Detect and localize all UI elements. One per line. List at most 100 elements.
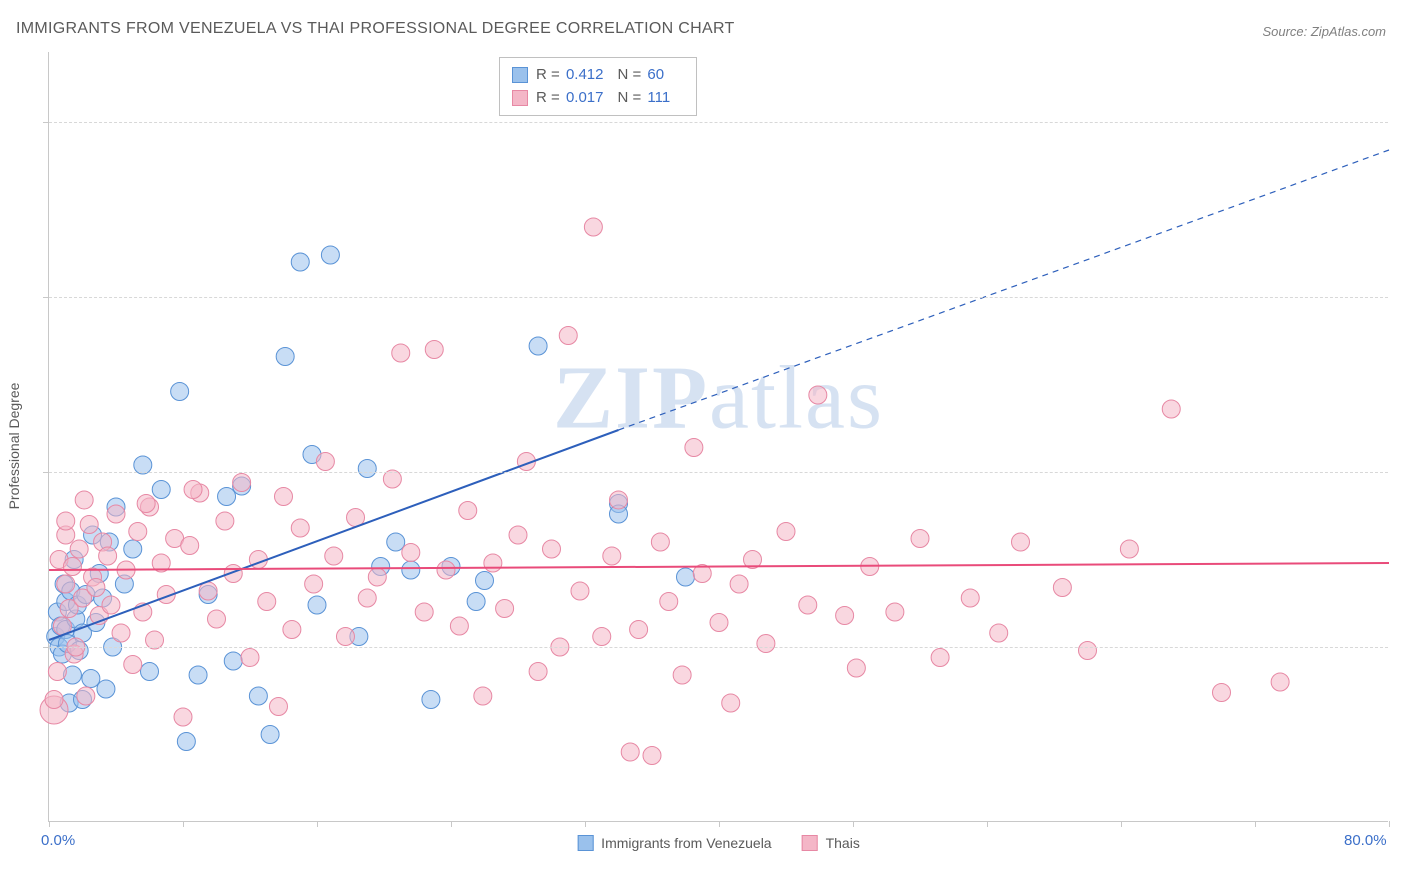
scatter-point (387, 533, 405, 551)
legend-label: Thais (826, 835, 860, 851)
y-tick-label: 10.0% (1393, 464, 1406, 481)
scatter-point (269, 698, 287, 716)
scatter-point (571, 582, 589, 600)
scatter-point (174, 708, 192, 726)
scatter-point (358, 460, 376, 478)
scatter-point (1162, 400, 1180, 418)
scatter-point (129, 523, 147, 541)
scatter-point (603, 547, 621, 565)
scatter-point (529, 663, 547, 681)
grid-line (49, 297, 1388, 298)
scatter-point (584, 218, 602, 236)
scatter-point (321, 246, 339, 264)
scatter-point (1271, 673, 1289, 691)
scatter-point (710, 614, 728, 632)
scatter-point (275, 488, 293, 506)
scatter-point (476, 572, 494, 590)
scatter-point (757, 635, 775, 653)
scatter-point (1053, 579, 1071, 597)
scatter-point (422, 691, 440, 709)
scatter-point (171, 383, 189, 401)
scatter-point (484, 554, 502, 572)
scatter-point (291, 253, 309, 271)
scatter-point (358, 589, 376, 607)
scatter-point (305, 575, 323, 593)
scatter-point (80, 516, 98, 534)
scatter-point (75, 491, 93, 509)
y-tick-label: 5.0% (1393, 639, 1406, 656)
scatter-point (836, 607, 854, 625)
scatter-point (283, 621, 301, 639)
stats-legend-box: R = 0.412N = 60R = 0.017N = 111 (499, 57, 697, 116)
scatter-point (777, 523, 795, 541)
scatter-point (847, 659, 865, 677)
scatter-point (1213, 684, 1231, 702)
scatter-point (437, 561, 455, 579)
scatter-svg (49, 52, 1388, 821)
scatter-point (276, 348, 294, 366)
scatter-point (57, 575, 75, 593)
scatter-point (77, 687, 95, 705)
scatter-point (450, 617, 468, 635)
scatter-point (467, 593, 485, 611)
y-tick-label: 20.0% (1393, 114, 1406, 131)
scatter-point (99, 547, 117, 565)
series-swatch (512, 90, 528, 106)
scatter-point (722, 694, 740, 712)
legend-swatch (802, 835, 818, 851)
scatter-point (336, 628, 354, 646)
chart-title: IMMIGRANTS FROM VENEZUELA VS THAI PROFES… (16, 20, 735, 38)
scatter-point (82, 670, 100, 688)
scatter-point (474, 687, 492, 705)
source-attribution: Source: ZipAtlas.com (1262, 24, 1386, 39)
scatter-point (152, 481, 170, 499)
legend-swatch (577, 835, 593, 851)
scatter-point (184, 481, 202, 499)
scatter-point (529, 337, 547, 355)
scatter-point (70, 540, 88, 558)
scatter-point (685, 439, 703, 457)
scatter-point (63, 558, 81, 576)
scatter-point (630, 621, 648, 639)
scatter-point (102, 596, 120, 614)
y-axis-title: Professional Degree (6, 383, 22, 510)
scatter-point (886, 603, 904, 621)
scatter-point (799, 596, 817, 614)
scatter-point (559, 327, 577, 345)
scatter-point (643, 747, 661, 765)
scatter-point (291, 519, 309, 537)
scatter-point (415, 603, 433, 621)
x-tick-label: 80.0% (1344, 832, 1387, 849)
scatter-point (233, 474, 251, 492)
scatter-point (425, 341, 443, 359)
scatter-point (621, 743, 639, 761)
series-legend: Immigrants from Venezuela Thais (577, 835, 860, 851)
scatter-point (249, 687, 267, 705)
legend-item: Immigrants from Venezuela (577, 835, 771, 851)
scatter-point (57, 512, 75, 530)
scatter-point (990, 624, 1008, 642)
scatter-point (208, 610, 226, 628)
scatter-point (610, 491, 628, 509)
scatter-point (45, 691, 63, 709)
legend-item: Thais (802, 835, 860, 851)
scatter-point (48, 663, 66, 681)
scatter-point (177, 733, 195, 751)
scatter-point (593, 628, 611, 646)
scatter-point (961, 589, 979, 607)
grid-line (49, 647, 1388, 648)
scatter-point (87, 579, 105, 597)
scatter-point (124, 540, 142, 558)
x-tick-label: 0.0% (41, 832, 75, 849)
scatter-point (651, 533, 669, 551)
scatter-point (402, 544, 420, 562)
scatter-point (218, 488, 236, 506)
plot-area: ZIPatlas R = 0.412N = 60R = 0.017N = 111… (48, 52, 1388, 822)
stats-row: R = 0.017N = 111 (512, 87, 684, 110)
scatter-point (224, 652, 242, 670)
scatter-point (1012, 533, 1030, 551)
stats-row: R = 0.412N = 60 (512, 64, 684, 87)
regression-line-dashed (619, 150, 1390, 430)
scatter-point (241, 649, 259, 667)
scatter-point (112, 624, 130, 642)
